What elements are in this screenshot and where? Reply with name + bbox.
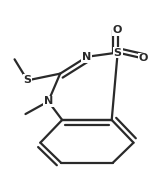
Text: S: S (23, 75, 31, 85)
Text: O: O (113, 25, 122, 35)
Text: O: O (139, 54, 148, 63)
Text: N: N (44, 96, 53, 106)
Text: N: N (82, 52, 91, 62)
Text: S: S (114, 48, 122, 58)
